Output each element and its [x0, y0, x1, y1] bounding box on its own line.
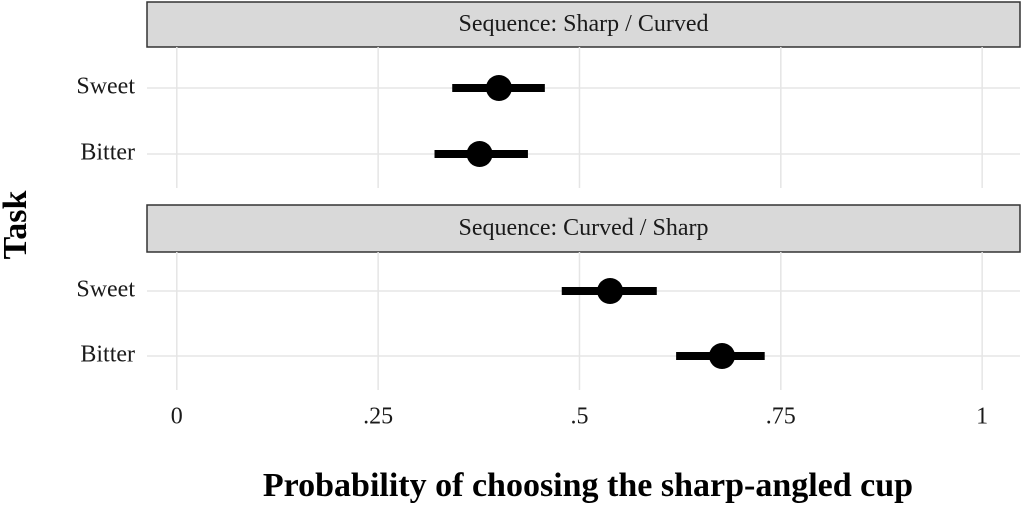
x-tick-label: 1 — [976, 404, 988, 430]
point — [709, 343, 736, 369]
y-tick-label: Sweet — [76, 74, 135, 100]
y-tick-label: Bitter — [80, 140, 135, 166]
y-tick-label: Sweet — [76, 277, 135, 303]
y-axis-title: Task — [0, 191, 34, 260]
point — [485, 75, 512, 101]
x-axis-title: Probability of choosing the sharp-angled… — [263, 467, 913, 504]
strip-label: Sequence: Curved / Sharp — [459, 215, 709, 241]
x-tick-label: .5 — [570, 404, 588, 430]
x-tick-label: .25 — [363, 404, 393, 430]
strip — [146, 204, 1021, 253]
point — [466, 141, 493, 167]
strip — [146, 1, 1021, 48]
y-tick-label: Bitter — [80, 342, 135, 368]
point — [597, 278, 624, 304]
strip-label: Sequence: Sharp / Curved — [459, 11, 709, 37]
x-tick-label: .75 — [766, 404, 796, 430]
x-tick-label: 0 — [171, 404, 183, 430]
